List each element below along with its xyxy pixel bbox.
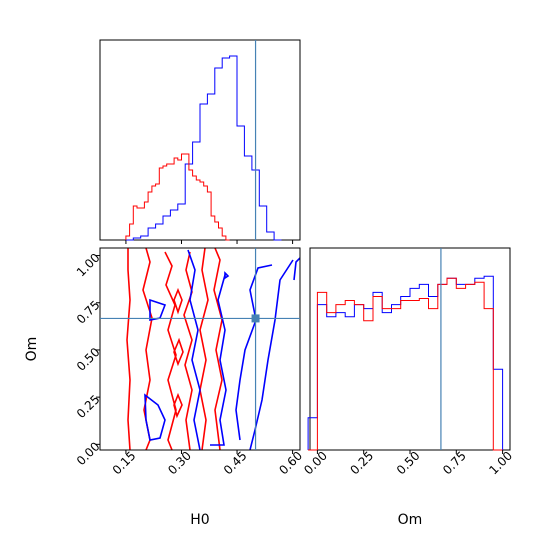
h0-histogram-panel [99, 39, 301, 244]
blue-contour-outer-left [187, 249, 201, 450]
blue-contour-inner-left [210, 274, 227, 446]
om-x-tick-label: 0.00 [301, 449, 330, 478]
joint-contour-panel: 0.15 0.30 0.45 0.60 0.00 0.25 0.50 0.75 1.00 H0… [24, 247, 305, 528]
joint-truth-marker [251, 314, 260, 323]
om-histogram-panel: 0.00 0.25 0.50 0.75 1.00 Om [301, 247, 515, 528]
om-x-tick-label: 0.50 [394, 449, 423, 478]
om-y-ticks: 0.00 0.25 0.50 0.75 1.00 [74, 251, 103, 469]
om-y-tick-label: 0.25 [74, 392, 103, 421]
red-contour-inner-right [183, 251, 193, 450]
blue-contour-island-2 [144, 393, 166, 441]
joint-frame [99, 247, 301, 451]
om-x-ticks: 0.00 0.25 0.50 0.75 1.00 [301, 449, 515, 478]
om-x-tick-label: 0.25 [347, 449, 376, 478]
om-y-tick-label: 0.00 [74, 439, 103, 468]
om-y-tick-label: 0.50 [74, 345, 103, 374]
om-histogram-red-series [308, 277, 503, 451]
red-contour-mid-right [199, 248, 209, 450]
h0-x-tick-label: 0.45 [221, 449, 250, 478]
om-y-axis-label: Om [24, 337, 40, 362]
h0-histogram-tickmarks [125, 240, 294, 244]
h0-x-tick-label: 0.30 [165, 449, 194, 478]
red-contour-island-3 [173, 392, 183, 419]
blue-contour-outer-right-tail [293, 257, 300, 281]
blue-contour-inner-right [235, 264, 273, 441]
red-contour-mid-left [142, 248, 153, 450]
red-contour-island-2 [173, 337, 184, 367]
h0-x-axis-label: H0 [190, 512, 209, 528]
om-y-tick-label: 0.75 [74, 298, 103, 327]
h0-histogram-red-series [125, 153, 230, 241]
h0-histogram-blue-series [125, 55, 282, 241]
om-x-tick-label: 0.75 [440, 449, 469, 478]
h0-histogram-frame [99, 39, 301, 241]
blue-contour-dot [224, 271, 230, 280]
red-contour-inner-left [164, 251, 177, 450]
red-contour-outer-left [126, 248, 131, 450]
h0-x-tick-label: 0.60 [276, 449, 305, 478]
red-contour-island-1 [173, 287, 183, 315]
h0-x-tick-label: 0.15 [110, 449, 139, 478]
om-x-axis-label: Om [398, 512, 423, 528]
red-contour-outer-right [213, 248, 223, 450]
om-histogram-blue-series [307, 275, 504, 450]
om-x-tick-label: 1.00 [486, 449, 515, 478]
red-contours [126, 248, 223, 450]
joint-contours [126, 248, 300, 450]
h0-x-ticks: 0.15 0.30 0.45 0.60 [110, 449, 305, 478]
blue-contour-outer-right [249, 259, 294, 450]
om-y-tick-label: 1.00 [74, 251, 103, 280]
